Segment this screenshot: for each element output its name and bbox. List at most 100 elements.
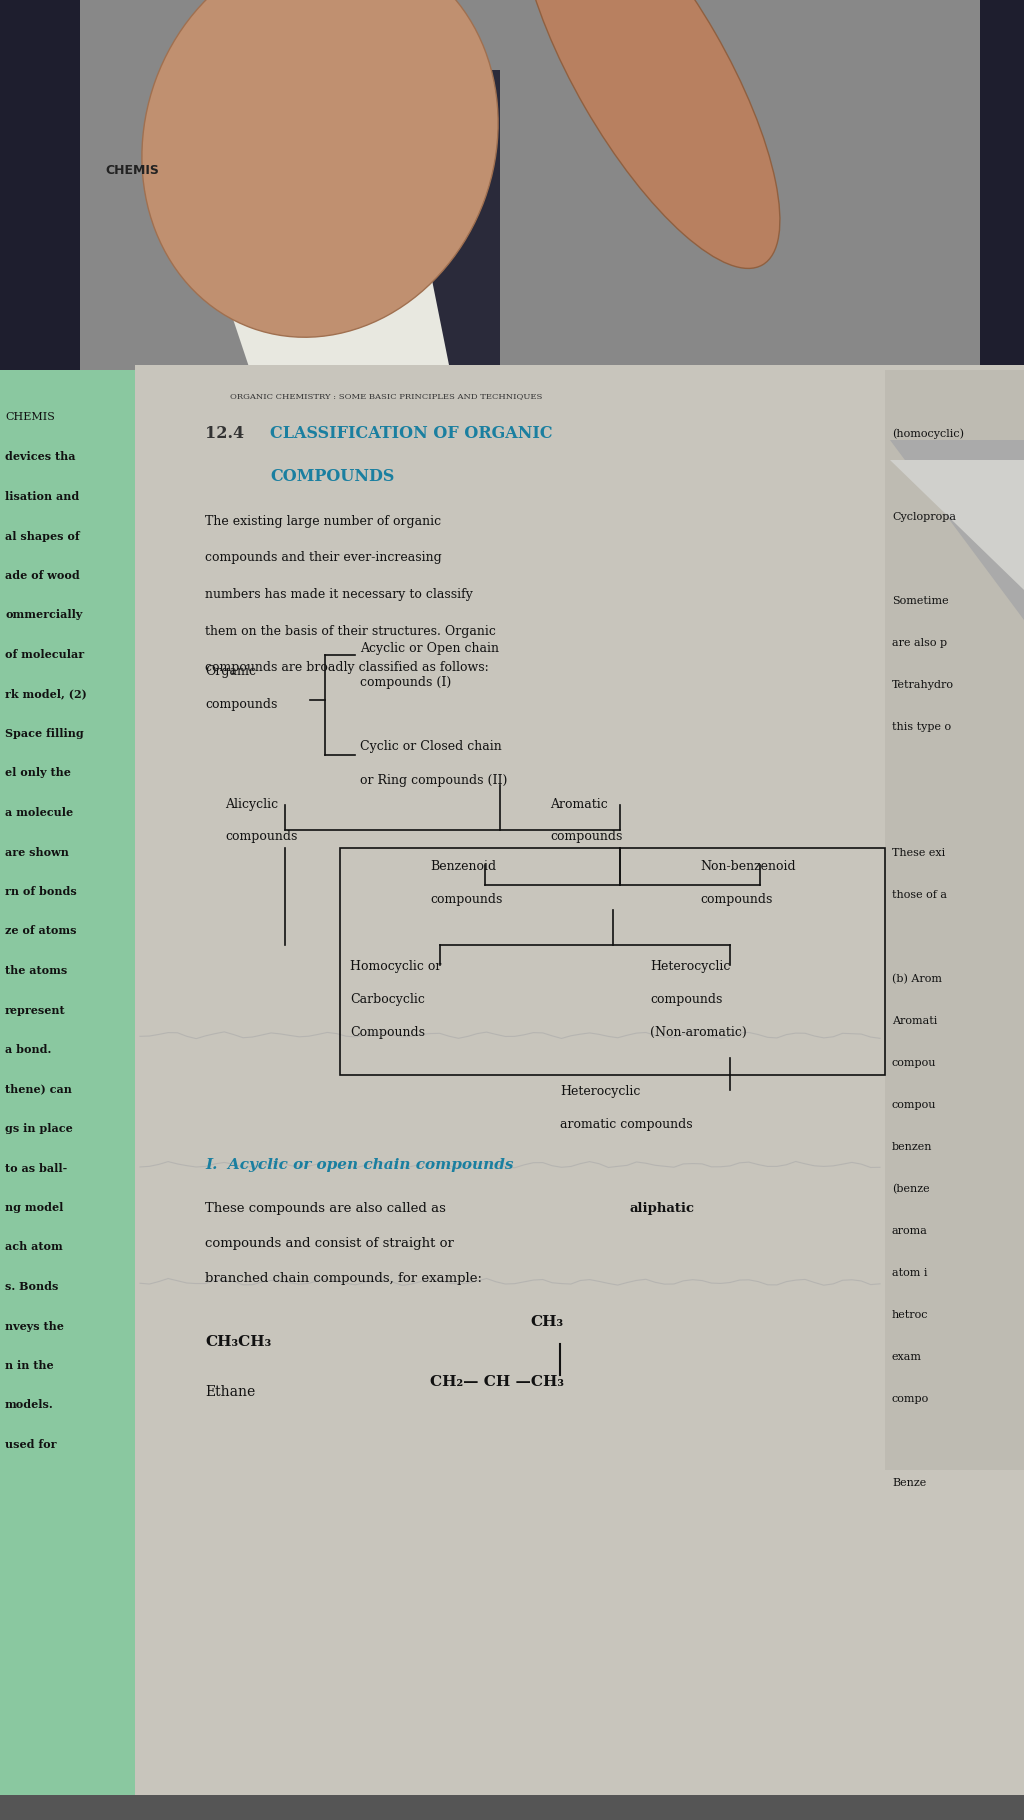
Text: benzen: benzen (892, 1141, 933, 1152)
Text: nveys the: nveys the (5, 1321, 63, 1332)
Text: compounds: compounds (700, 894, 772, 906)
FancyBboxPatch shape (0, 369, 70, 1820)
Text: or Ring compounds (II): or Ring compounds (II) (360, 774, 507, 786)
Text: a molecule: a molecule (5, 806, 73, 817)
Text: CH₃CH₃: CH₃CH₃ (205, 1336, 271, 1349)
Text: These compounds are also called as: These compounds are also called as (205, 1201, 451, 1216)
Text: Benze: Benze (892, 1478, 927, 1489)
Text: exam: exam (892, 1352, 922, 1361)
Text: s. Bonds: s. Bonds (5, 1281, 58, 1292)
Text: Sometime: Sometime (892, 595, 948, 606)
Text: devices tha: devices tha (5, 451, 76, 462)
Text: CH₂— CH —CH₃: CH₂— CH —CH₃ (430, 1374, 564, 1389)
Text: hetroc: hetroc (892, 1310, 929, 1319)
Text: rk model, (2): rk model, (2) (5, 688, 87, 699)
Text: of molecular: of molecular (5, 650, 84, 661)
Text: n in the: n in the (5, 1360, 53, 1370)
Text: Cyclic or Closed chain: Cyclic or Closed chain (360, 741, 502, 753)
Text: CHEMIS: CHEMIS (5, 411, 55, 422)
Text: el only the: el only the (5, 768, 71, 779)
Text: The existing large number of organic: The existing large number of organic (205, 515, 441, 528)
Text: CLASSIFICATION OF ORGANIC: CLASSIFICATION OF ORGANIC (270, 426, 553, 442)
Text: compounds and consist of straight or: compounds and consist of straight or (205, 1238, 454, 1250)
Text: compounds: compounds (225, 830, 297, 843)
Text: Space filling: Space filling (5, 728, 84, 739)
Text: compounds: compounds (430, 894, 503, 906)
Text: These exi: These exi (892, 848, 945, 857)
Text: Ethane: Ethane (205, 1385, 255, 1400)
Text: numbers has made it necessary to classify: numbers has made it necessary to classif… (205, 588, 473, 601)
Text: compounds (I): compounds (I) (360, 675, 452, 690)
Text: Tetrahydro: Tetrahydro (892, 681, 954, 690)
Text: Benzenoid: Benzenoid (430, 861, 496, 874)
Text: Homocyclic or: Homocyclic or (350, 959, 441, 974)
Text: ach atom: ach atom (5, 1241, 62, 1252)
Text: (b) Arom: (b) Arom (892, 974, 942, 985)
Text: them on the basis of their structures. Organic: them on the basis of their structures. O… (205, 624, 496, 637)
Text: represent: represent (5, 1005, 66, 1016)
Text: Aromatic: Aromatic (550, 797, 608, 812)
Text: aromatic compounds: aromatic compounds (560, 1117, 692, 1130)
Text: Acyclic or Open chain: Acyclic or Open chain (360, 642, 499, 655)
Text: aliphatic: aliphatic (630, 1201, 695, 1216)
Text: Non-benzenoid: Non-benzenoid (700, 861, 796, 874)
Text: rn of bonds: rn of bonds (5, 886, 77, 897)
Ellipse shape (142, 0, 498, 337)
Text: lisation and: lisation and (5, 491, 79, 502)
Text: Cyclopropa: Cyclopropa (892, 511, 956, 522)
Text: Organic: Organic (205, 664, 256, 679)
Text: this type o: this type o (892, 723, 951, 732)
Polygon shape (890, 460, 1024, 590)
Text: ng model: ng model (5, 1201, 63, 1212)
Text: models.: models. (5, 1400, 53, 1410)
FancyBboxPatch shape (80, 0, 980, 369)
Text: thene) can: thene) can (5, 1083, 72, 1094)
Text: the atoms: the atoms (5, 965, 68, 976)
Text: a bond.: a bond. (5, 1045, 51, 1056)
Text: to as ball-: to as ball- (5, 1163, 68, 1174)
FancyBboxPatch shape (135, 366, 1024, 1820)
Text: Heterocyclic: Heterocyclic (650, 959, 730, 974)
Text: (benze: (benze (892, 1185, 930, 1194)
Text: used for: used for (5, 1440, 56, 1451)
Text: compounds: compounds (650, 994, 722, 1006)
Text: those of a: those of a (892, 890, 947, 901)
Text: Carbocyclic: Carbocyclic (350, 994, 425, 1006)
Text: Aromati: Aromati (892, 1016, 937, 1026)
Text: ommercially: ommercially (5, 610, 82, 621)
FancyBboxPatch shape (885, 369, 1024, 1471)
FancyBboxPatch shape (250, 69, 500, 369)
FancyBboxPatch shape (0, 1795, 1024, 1820)
Text: branched chain compounds, for example:: branched chain compounds, for example: (205, 1272, 482, 1285)
Polygon shape (200, 120, 450, 369)
Text: CH₃: CH₃ (530, 1316, 563, 1329)
Polygon shape (890, 440, 1024, 621)
Text: 12.4: 12.4 (205, 426, 244, 442)
FancyBboxPatch shape (0, 0, 1024, 369)
Text: I.  Acyclic or open chain compounds: I. Acyclic or open chain compounds (205, 1158, 513, 1172)
Text: compou: compou (892, 1057, 937, 1068)
Text: ORGANIC CHEMISTRY : SOME BASIC PRINCIPLES AND TECHNIQUES: ORGANIC CHEMISTRY : SOME BASIC PRINCIPLE… (230, 391, 543, 400)
Text: Compounds: Compounds (350, 1026, 425, 1039)
Text: compounds are broadly classified as follows:: compounds are broadly classified as foll… (205, 661, 488, 673)
Text: (Non-aromatic): (Non-aromatic) (650, 1026, 746, 1039)
Text: compounds and their ever-increasing: compounds and their ever-increasing (205, 551, 441, 564)
Text: al shapes of: al shapes of (5, 530, 80, 542)
Text: aroma: aroma (892, 1227, 928, 1236)
Text: compounds: compounds (550, 830, 623, 843)
Text: COMPOUNDS: COMPOUNDS (270, 468, 394, 484)
FancyBboxPatch shape (0, 369, 140, 1820)
Text: are also p: are also p (892, 639, 947, 648)
Ellipse shape (520, 0, 780, 268)
Text: gs in place: gs in place (5, 1123, 73, 1134)
Text: compo: compo (892, 1394, 929, 1403)
Text: are shown: are shown (5, 846, 69, 857)
Text: ade of wood: ade of wood (5, 570, 80, 581)
Text: (homocyclic): (homocyclic) (892, 428, 964, 439)
Text: Heterocyclic: Heterocyclic (560, 1085, 640, 1097)
Text: CHEMIS: CHEMIS (105, 164, 159, 177)
Text: ze of atoms: ze of atoms (5, 926, 77, 937)
Text: compounds: compounds (205, 699, 278, 712)
Text: compou: compou (892, 1099, 937, 1110)
Text: Alicyclic: Alicyclic (225, 797, 279, 812)
